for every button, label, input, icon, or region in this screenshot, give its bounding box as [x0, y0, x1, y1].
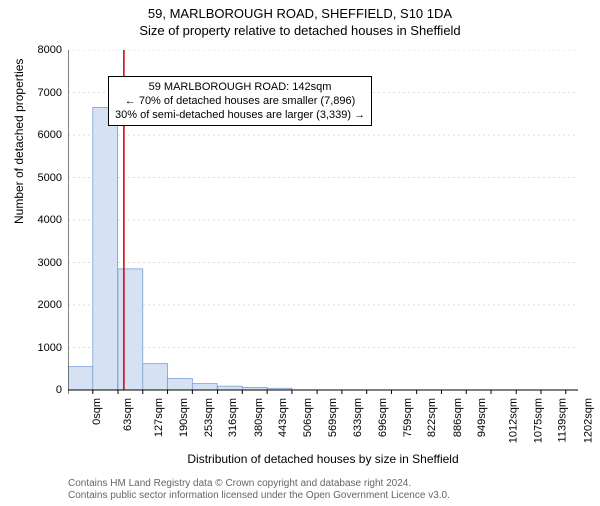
title-main: 59, MARLBOROUGH ROAD, SHEFFIELD, S10 1DA: [0, 6, 600, 21]
footer: Contains HM Land Registry data © Crown c…: [68, 478, 450, 502]
x-tick-label: 63sqm: [122, 398, 134, 431]
title-sub: Size of property relative to detached ho…: [0, 23, 600, 38]
y-tick-label: 0: [56, 384, 62, 396]
x-tick-label: 1012sqm: [508, 398, 520, 443]
x-tick-label: 190sqm: [178, 398, 190, 437]
x-tick-label: 380sqm: [253, 398, 265, 437]
x-tick-label: 127sqm: [153, 398, 165, 437]
annotation-box: 59 MARLBOROUGH ROAD: 142sqm ← 70% of det…: [108, 76, 372, 127]
y-tick-label: 3000: [38, 257, 62, 269]
x-axis-label: Distribution of detached houses by size …: [68, 452, 578, 466]
x-tick-label: 759sqm: [402, 398, 414, 437]
x-tick-label: 949sqm: [477, 398, 489, 437]
x-tick-label: 1139sqm: [557, 398, 569, 442]
footer-line2: Contains public sector information licen…: [68, 490, 450, 502]
x-tick-label: 569sqm: [327, 398, 339, 437]
footer-line1: Contains HM Land Registry data © Crown c…: [68, 478, 450, 490]
annotation-line2: ← 70% of detached houses are smaller (7,…: [115, 94, 365, 108]
y-axis-label: Number of detached properties: [12, 59, 26, 224]
chart-container: 59, MARLBOROUGH ROAD, SHEFFIELD, S10 1DA…: [0, 6, 600, 506]
x-tick-label: 0sqm: [91, 398, 103, 425]
x-tick-label: 443sqm: [277, 398, 289, 437]
annotation-line3: 30% of semi-detached houses are larger (…: [115, 108, 365, 122]
x-tick-label: 1075sqm: [532, 398, 544, 443]
y-tick-label: 4000: [38, 214, 62, 226]
x-tick-label: 316sqm: [227, 398, 239, 437]
y-tick-label: 7000: [38, 87, 62, 99]
y-tick-label: 1000: [38, 342, 62, 354]
chart-area: 010002000300040005000600070008000 0sqm63…: [68, 50, 578, 398]
x-tick-label: 696sqm: [377, 398, 389, 437]
x-tick-label: 633sqm: [352, 398, 364, 437]
y-tick-label: 6000: [38, 129, 62, 141]
annotation-line1: 59 MARLBOROUGH ROAD: 142sqm: [115, 80, 365, 94]
x-tick-label: 1202sqm: [582, 398, 594, 443]
x-tick-label: 253sqm: [203, 398, 215, 437]
y-tick-label: 2000: [38, 299, 62, 311]
x-tick-label: 506sqm: [302, 398, 314, 437]
x-tick-label: 822sqm: [427, 398, 439, 437]
y-tick-label: 8000: [38, 44, 62, 56]
y-tick-label: 5000: [38, 172, 62, 184]
x-tick-label: 886sqm: [452, 398, 464, 437]
